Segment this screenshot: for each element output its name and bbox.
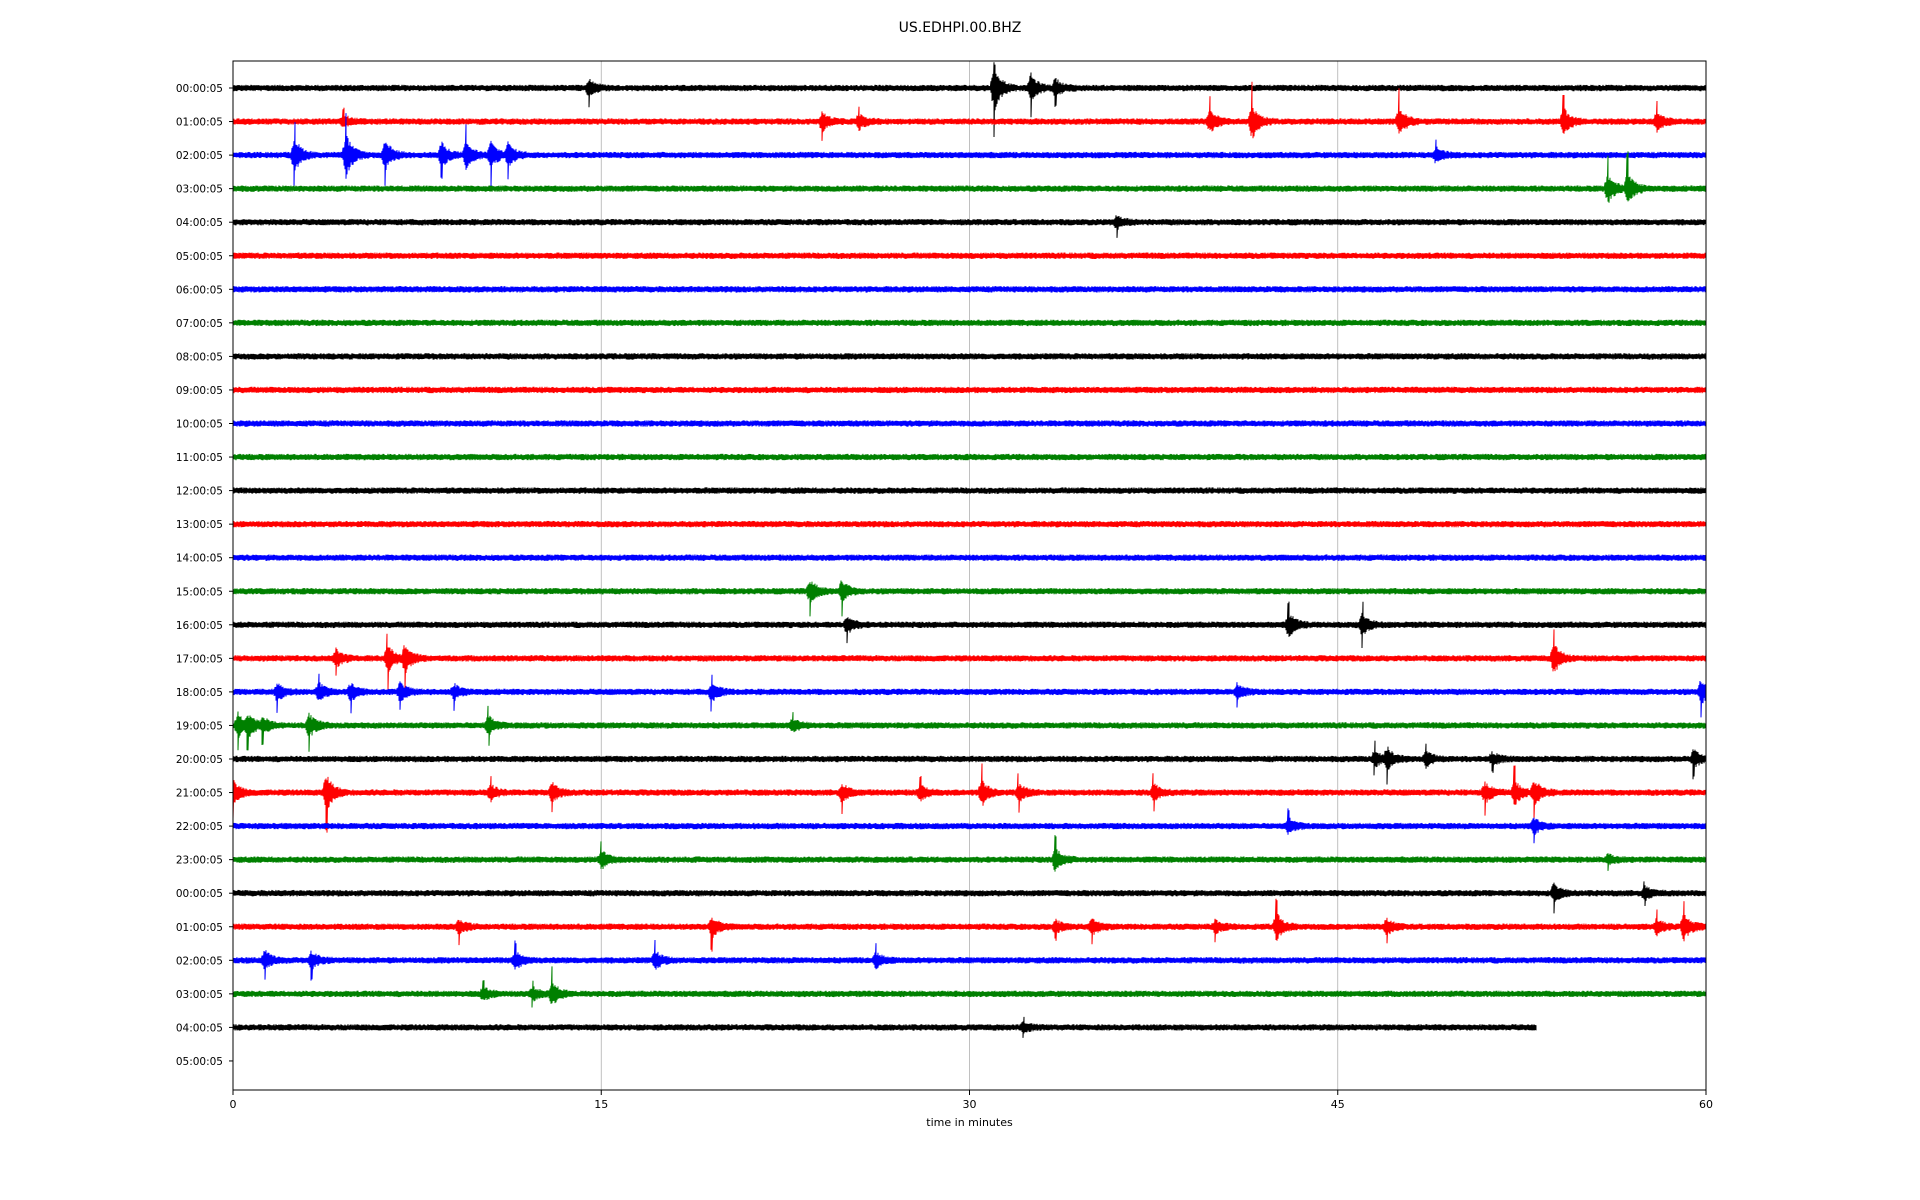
trace-line: [232, 835, 1707, 872]
trace-line: [232, 520, 1707, 528]
row-label: 23:00:05: [176, 855, 223, 867]
trace-line: [232, 487, 1707, 494]
x-tick-label: 15: [594, 1098, 608, 1111]
trace-line: [232, 881, 1707, 914]
row-label: 10:00:05: [176, 419, 223, 431]
trace-line: [232, 808, 1707, 844]
row-label: 00:00:05: [176, 888, 223, 900]
row-label: 16:00:05: [176, 620, 223, 632]
row-label: 17:00:05: [176, 653, 223, 665]
trace-line: [232, 319, 1707, 327]
x-axis-label: time in minutes: [926, 1116, 1013, 1129]
trace-line: [232, 601, 1707, 649]
row-label: 05:00:05: [176, 251, 223, 263]
trace-line: [232, 1016, 1537, 1038]
x-axis-ticks: 0 15 30 45 60: [230, 1090, 1713, 1111]
row-label: 07:00:05: [176, 318, 223, 330]
x-tick-label: 60: [1699, 1098, 1713, 1111]
row-label: 02:00:05: [176, 955, 223, 967]
trace-line: [232, 252, 1707, 259]
trace-line: [232, 898, 1707, 952]
grid-lines: [600, 61, 1339, 1090]
row-label: 11:00:05: [176, 452, 223, 464]
trace-line: [232, 386, 1707, 394]
row-label: 08:00:05: [176, 351, 223, 363]
trace-group: [232, 62, 1707, 1038]
row-label: 03:00:05: [176, 989, 223, 1001]
row-label: 04:00:05: [176, 1022, 223, 1034]
trace-line: [232, 353, 1707, 360]
trace-line: [232, 673, 1707, 718]
trace-line: [232, 215, 1707, 238]
trace-line: [232, 113, 1707, 189]
row-label: 09:00:05: [176, 385, 223, 397]
row-labels: 00:00:05 01:00:05 02:00:05 03:00:05 04:00:05…: [176, 83, 233, 1068]
trace-line: [232, 580, 1707, 617]
row-label: 20:00:05: [176, 754, 223, 766]
trace-line: [232, 453, 1707, 461]
row-label: 00:00:05: [176, 83, 223, 95]
x-tick-label: 45: [1331, 1098, 1345, 1111]
trace-line: [232, 420, 1707, 427]
row-label: 01:00:05: [176, 117, 223, 129]
row-label: 22:00:05: [176, 821, 223, 833]
trace-line: [232, 286, 1707, 293]
trace-line: [232, 62, 1707, 138]
trace-line: [232, 939, 1707, 981]
trace-line: [232, 151, 1707, 203]
chart-title: US.EDHPI.00.BHZ: [898, 20, 1022, 36]
trace-line: [232, 763, 1707, 833]
row-label: 15:00:05: [176, 586, 223, 598]
row-label: 19:00:05: [176, 720, 223, 732]
row-label: 02:00:05: [176, 150, 223, 162]
trace-line: [232, 81, 1707, 141]
row-label: 12:00:05: [176, 486, 223, 498]
row-label: 01:00:05: [176, 922, 223, 934]
row-label: 03:00:05: [176, 184, 223, 196]
row-label: 06:00:05: [176, 284, 223, 296]
row-label: 14:00:05: [176, 553, 223, 565]
row-label: 21:00:05: [176, 788, 223, 800]
trace-line: [232, 554, 1707, 561]
trace-line: [232, 740, 1707, 785]
trace-line: [232, 705, 1707, 752]
trace-line: [232, 629, 1707, 690]
x-tick-label: 30: [963, 1098, 977, 1111]
x-tick-label: 0: [230, 1098, 237, 1111]
row-label: 04:00:05: [176, 217, 223, 229]
row-label: 18:00:05: [176, 687, 223, 699]
plot-frame: [232, 60, 1707, 1091]
trace-line: [232, 966, 1707, 1008]
row-label: 05:00:05: [176, 1056, 223, 1068]
row-label: 13:00:05: [176, 519, 223, 531]
